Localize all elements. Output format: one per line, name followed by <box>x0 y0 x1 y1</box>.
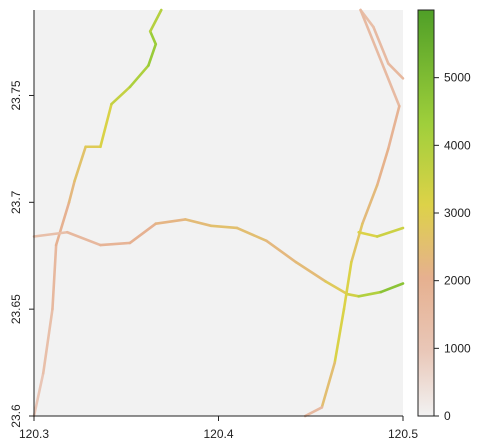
east-branch-segment-7 <box>350 222 364 264</box>
west-branch-segment-5 <box>73 145 87 183</box>
east-branch-segment-6 <box>361 183 379 225</box>
east-branch-segment-5 <box>375 147 390 187</box>
central-ridge-segment-8 <box>265 239 298 264</box>
stream-network <box>32 8 405 418</box>
central-ridge-segment-3 <box>128 222 158 245</box>
central-ridge-segment-2 <box>99 241 132 247</box>
east-branch-segment-9 <box>333 307 346 364</box>
y-tick-label-1: 23.65 <box>9 294 23 324</box>
west-branch-segment-3 <box>54 201 71 247</box>
central-ridge-segment-13 <box>379 282 405 294</box>
legend-tick-label-2: 2000 <box>444 274 471 288</box>
east-spur-segment-1 <box>375 226 405 238</box>
west-branch-segment-0 <box>32 371 45 418</box>
central-ridge-segment-9 <box>294 260 327 283</box>
west-branch-segment-10 <box>147 42 158 67</box>
central-ridge-segment-10 <box>324 280 349 296</box>
central-ridge-segment-1 <box>65 230 102 247</box>
central-ridge-segment-0 <box>32 230 69 238</box>
east-spur-segment-0 <box>357 230 379 238</box>
x-tick-label-2: 120.5 <box>388 427 418 441</box>
west-branch-segment-4 <box>67 179 76 204</box>
central-ridge-segment-7 <box>235 226 268 243</box>
legend-tick-label-4: 4000 <box>444 138 471 152</box>
x-tick-label-1: 120.4 <box>203 427 233 441</box>
central-ridge-segment-11 <box>346 292 361 298</box>
legend-tick-label-1: 1000 <box>444 341 471 355</box>
west-branch-segment-12 <box>148 8 163 33</box>
central-ridge-segment-12 <box>357 290 383 298</box>
west-branch-segment-7 <box>99 102 113 149</box>
legend-tick-label-0: 0 <box>444 409 451 423</box>
east-branch-segment-4 <box>386 104 401 151</box>
y-tick-label-0: 23.6 <box>9 404 23 428</box>
legend-ticks: 0 1000 2000 3000 4000 5000 <box>434 71 471 423</box>
west-branch-segment-8 <box>110 85 132 106</box>
east-branch-segment-0 <box>386 62 405 80</box>
central-ridge-segment-6 <box>209 224 239 230</box>
west-branch-segment-2 <box>51 243 58 311</box>
y-tick-label-2: 23.7 <box>9 190 23 214</box>
west-branch-segment-1 <box>41 307 54 375</box>
plot-background <box>34 10 403 416</box>
legend-tick-label-5: 5000 <box>444 71 471 85</box>
central-ridge-segment-5 <box>183 218 213 228</box>
west-branch-segment-11 <box>148 30 158 46</box>
legend-colorbar <box>417 9 435 417</box>
east-branch-segment-3 <box>359 8 401 108</box>
east-branch-segment-10 <box>320 361 337 409</box>
east-branch-segment-8 <box>342 260 353 311</box>
east-branch-segment-1 <box>372 25 390 65</box>
axes: 120.3 120.4 120.5 23.6 23.65 23.7 23.75 <box>9 10 418 441</box>
west-branch-segment-9 <box>128 64 150 89</box>
east-branch-segment-11 <box>303 406 324 418</box>
y-tick-label-3: 23.75 <box>9 80 23 110</box>
legend-tick-label-3: 3000 <box>444 206 471 220</box>
x-tick-label-0: 120.3 <box>19 427 49 441</box>
central-ridge-segment-4 <box>154 218 187 225</box>
